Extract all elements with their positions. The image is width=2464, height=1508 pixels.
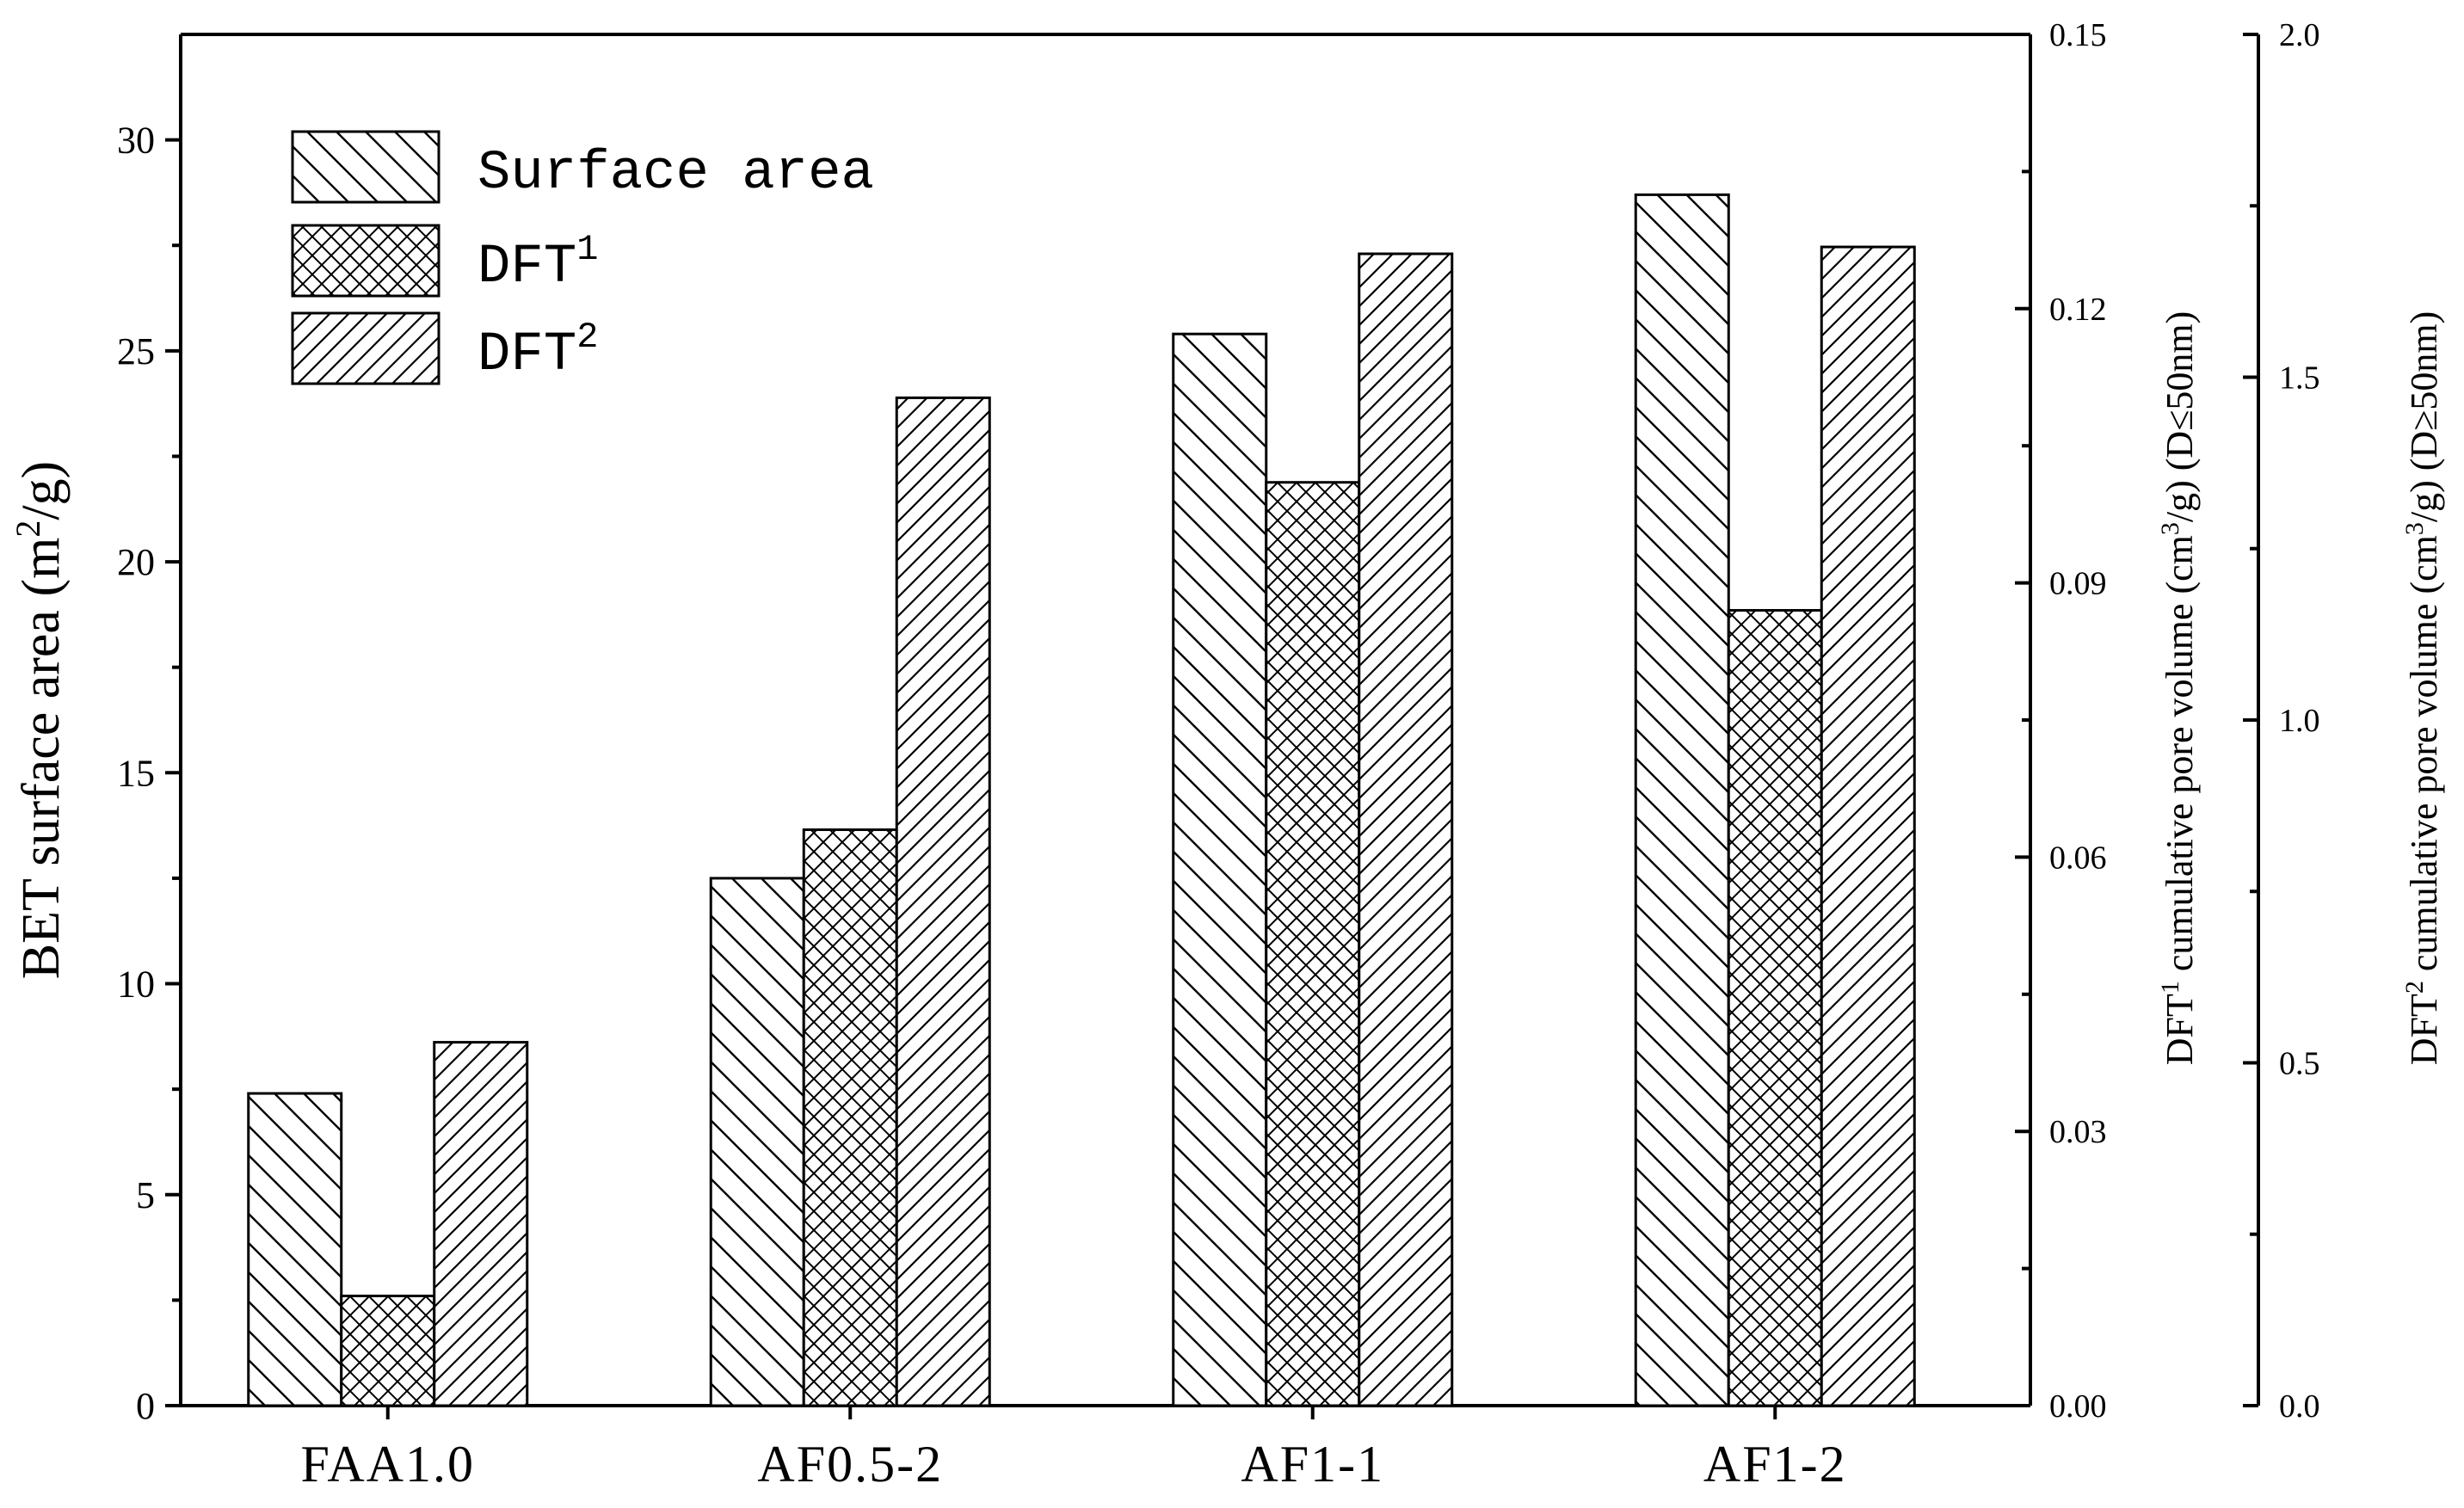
bar-dft2-af1-1 xyxy=(1358,252,1454,1407)
bar-dft1-af1-2 xyxy=(1727,608,1823,1407)
right1-tick-label: 0.15 xyxy=(2049,17,2107,53)
category-label: AF1-1 xyxy=(1241,1436,1384,1493)
right1-tick-label: 0.06 xyxy=(2049,840,2107,876)
right1-tick-label: 0.12 xyxy=(2049,292,2107,328)
right1-tick-label: 0.03 xyxy=(2049,1114,2107,1150)
right1-tick-label: 0.00 xyxy=(2049,1388,2107,1425)
bar-dft2-af1-2 xyxy=(1820,245,1916,1407)
bar-surface-area-af1-1 xyxy=(1172,332,1268,1407)
bar-dft1-af1-1 xyxy=(1265,481,1361,1407)
category-labels: FAA1.0 AF0.5-2 AF1-1 AF1-2 xyxy=(300,1406,1847,1493)
right2-tick-label: 2.0 xyxy=(2279,17,2320,53)
legend-swatch-dft2 xyxy=(291,311,440,385)
right1-tick-label: 0.09 xyxy=(2049,566,2107,602)
bar-surface-area-af0.5-2 xyxy=(709,877,805,1407)
legend: Surface area DFT1 DFT2 xyxy=(291,130,874,386)
left-tick-label: 20 xyxy=(117,541,155,583)
right-axis-1-ticks: 0.00 0.03 0.06 0.09 0.12 0.15 xyxy=(2015,17,2107,1425)
bar-surface-area-faa1.0 xyxy=(247,1092,343,1407)
legend-swatch-dft1 xyxy=(291,224,440,298)
right-axis-2-title: DFT2 cumulative pore volume (cm3/g) (D≥5… xyxy=(2400,311,2445,1066)
legend-swatch-surface-area xyxy=(291,130,440,204)
right-axis-1-title: DFT1 cumulative pore volume (cm3/g) (D≤5… xyxy=(2156,311,2201,1066)
left-axis-title: BET surface area (m2/g) xyxy=(9,461,71,979)
left-tick-label: 10 xyxy=(117,963,155,1006)
bar-dft2-af0.5-2 xyxy=(895,396,991,1407)
bar-surface-area-af1-2 xyxy=(1634,193,1730,1407)
category-label: AF1-2 xyxy=(1703,1436,1847,1493)
left-tick-label: 15 xyxy=(117,752,155,794)
left-tick-label: 25 xyxy=(117,330,155,372)
left-axis-ticks: 0 5 10 15 20 25 30 xyxy=(117,120,181,1427)
right2-tick-label: 0.5 xyxy=(2279,1046,2320,1082)
left-tick-label: 30 xyxy=(117,120,155,162)
legend-label-dft2: DFT2 xyxy=(477,317,598,386)
right2-tick-label: 0.0 xyxy=(2279,1388,2320,1425)
bar-dft1-af0.5-2 xyxy=(802,828,898,1407)
bar-dft2-faa1.0 xyxy=(433,1041,529,1407)
right2-tick-label: 1.0 xyxy=(2279,703,2320,739)
bars-group xyxy=(247,193,1916,1407)
legend-label-surface-area: Surface area xyxy=(477,143,874,205)
left-tick-label: 0 xyxy=(136,1385,155,1427)
category-label: FAA1.0 xyxy=(300,1436,475,1493)
legend-label-dft1: DFT1 xyxy=(477,229,598,299)
left-tick-label: 5 xyxy=(136,1174,155,1216)
right2-tick-label: 1.5 xyxy=(2279,360,2320,397)
right-axis-2-ticks: 0.0 0.5 1.0 1.5 2.0 xyxy=(2243,17,2320,1425)
bar-dft1-faa1.0 xyxy=(340,1294,436,1407)
category-label: AF0.5-2 xyxy=(757,1436,943,1493)
